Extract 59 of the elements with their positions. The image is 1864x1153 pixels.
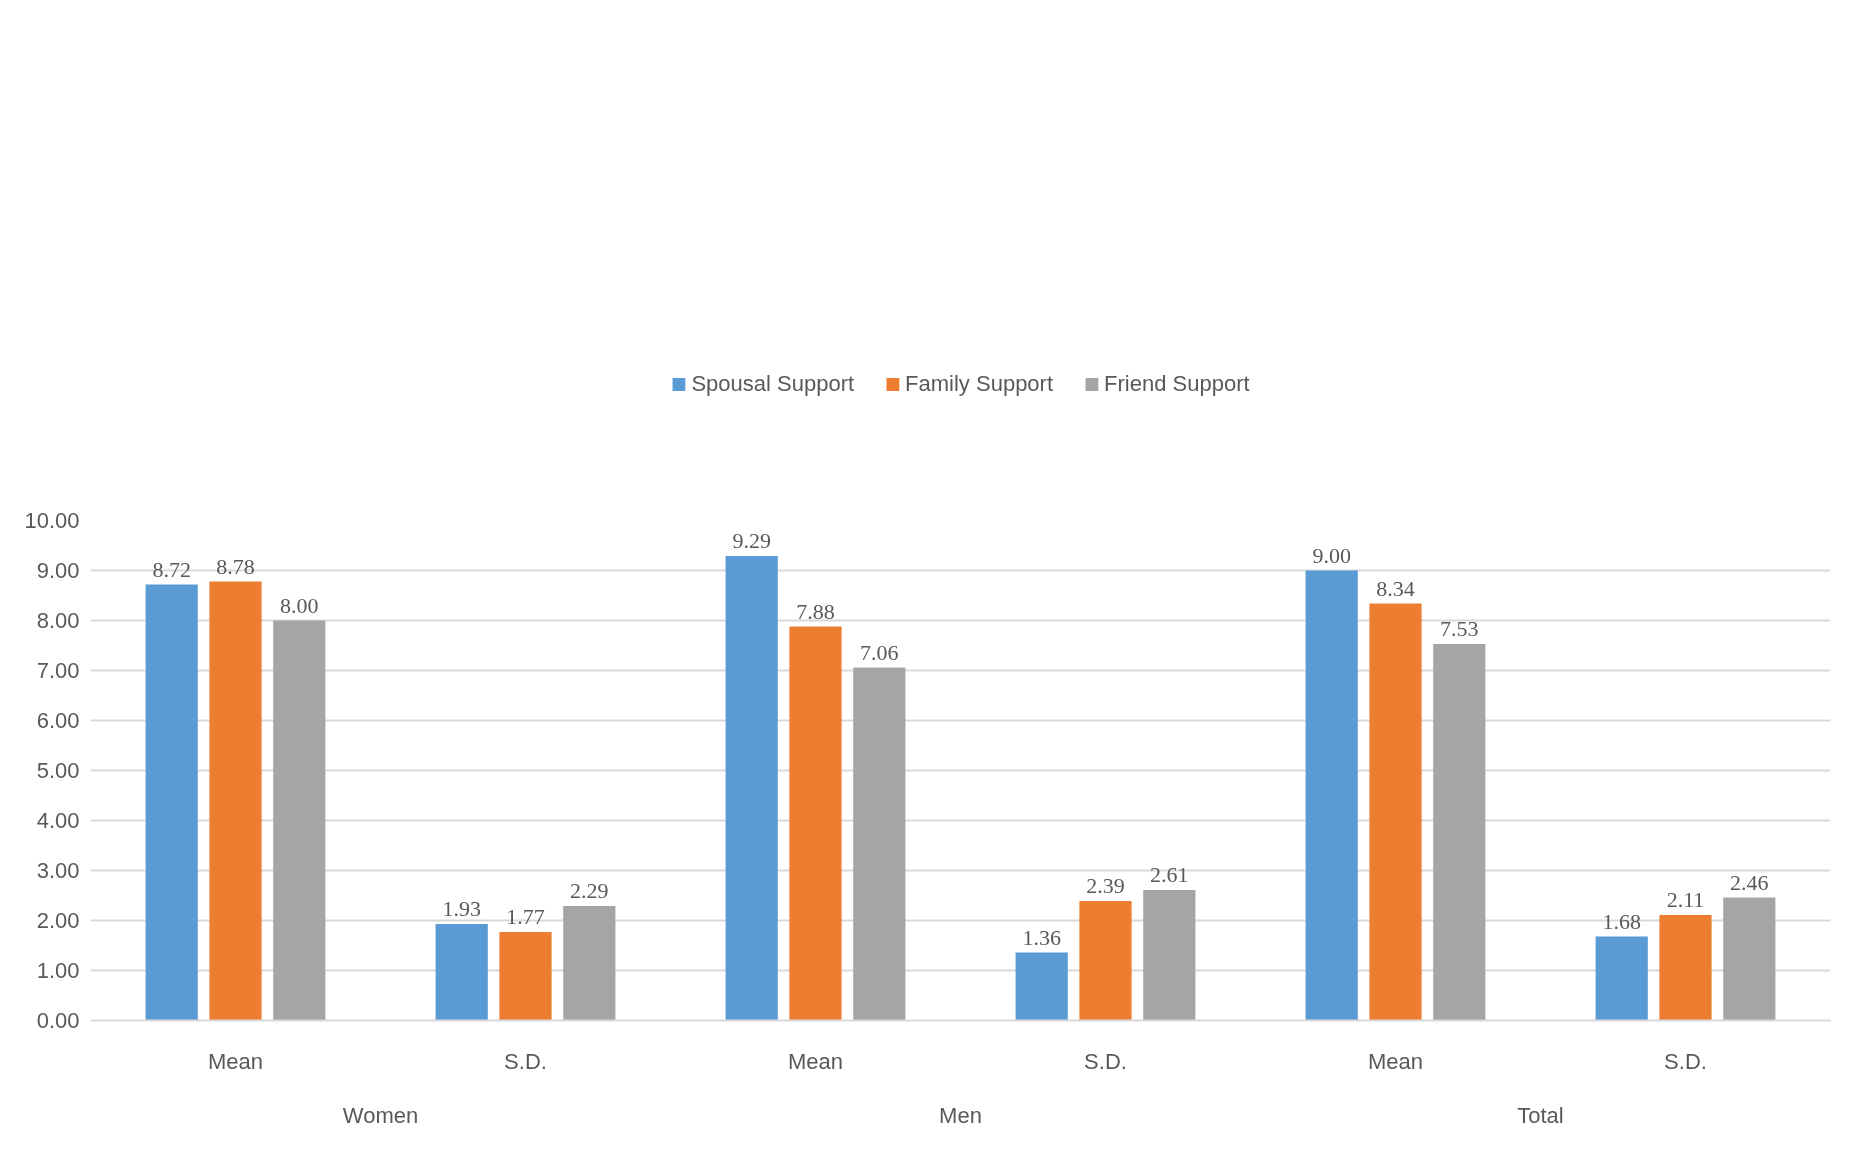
text: Men <box>939 1102 982 1128</box>
data-label: 2.29 <box>570 878 609 903</box>
bar <box>789 626 842 1021</box>
data-label: 2.61 <box>1150 862 1189 887</box>
y-tick-label: 3.00 <box>36 858 80 883</box>
data-label: 1.93 <box>442 896 481 921</box>
data-label: 9.29 <box>732 528 771 553</box>
y-tick-label: 1.00 <box>36 958 80 983</box>
bar <box>563 906 616 1021</box>
y-tick-label: 2.00 <box>36 908 80 933</box>
y-tick-label: 0.00 <box>36 1008 80 1033</box>
data-label: 2.46 <box>1730 869 1769 895</box>
data-label: 7.06 <box>860 639 899 665</box>
y-tick-label: 4.00 <box>36 808 80 833</box>
bar <box>1369 603 1422 1021</box>
bar <box>145 584 198 1021</box>
bar <box>1143 890 1196 1021</box>
data-label: 8.34 <box>1376 575 1415 601</box>
data-label: 1.68 <box>1602 908 1641 934</box>
text: Women <box>342 1102 419 1128</box>
data-label: 8.00 <box>280 592 319 618</box>
x-tick-label: Mean <box>207 1048 264 1074</box>
legend-label: Friend Support <box>1104 370 1250 397</box>
data-label: 2.39 <box>1086 873 1125 898</box>
bar <box>1079 901 1132 1021</box>
bar <box>853 667 906 1021</box>
x-tick-label: S.D. <box>504 1048 547 1074</box>
x-tick-label: Mean <box>1367 1048 1424 1074</box>
y-tick-label: 8.00 <box>36 608 80 633</box>
bar <box>435 924 488 1021</box>
data-label: 7.88 <box>796 598 835 624</box>
data-label: 9.00 <box>1312 542 1351 568</box>
x-tick-label: Mean <box>787 1048 844 1074</box>
data-label: 1.36 <box>1022 924 1061 950</box>
x-tick-label: S.D. <box>1664 1048 1707 1074</box>
legend-label: Family Support <box>905 370 1054 397</box>
bar <box>1433 644 1486 1021</box>
bar <box>725 556 778 1021</box>
data-label: 8.72 <box>152 556 191 582</box>
y-tick-label: 10.00 <box>24 508 80 533</box>
bar <box>273 620 326 1021</box>
bar <box>1015 952 1068 1021</box>
bar <box>1595 936 1648 1021</box>
legend-label: Spousal Support <box>691 370 855 397</box>
y-tick-label: 6.00 <box>36 708 80 733</box>
y-tick-label: 7.00 <box>36 658 80 683</box>
data-label: 2.11 <box>1666 887 1705 912</box>
data-label: 7.53 <box>1440 616 1479 641</box>
y-tick-label: 9.00 <box>36 558 80 583</box>
y-tick-label: 5.00 <box>36 758 80 783</box>
x-tick-label: S.D. <box>1084 1048 1127 1074</box>
data-label: 8.78 <box>216 553 255 579</box>
text: Total <box>1517 1102 1564 1128</box>
bar <box>209 581 262 1021</box>
bar <box>499 932 552 1021</box>
data-label: 1.77 <box>506 904 545 929</box>
bar <box>1659 915 1712 1021</box>
bar <box>1723 897 1776 1021</box>
bar <box>1305 570 1358 1021</box>
